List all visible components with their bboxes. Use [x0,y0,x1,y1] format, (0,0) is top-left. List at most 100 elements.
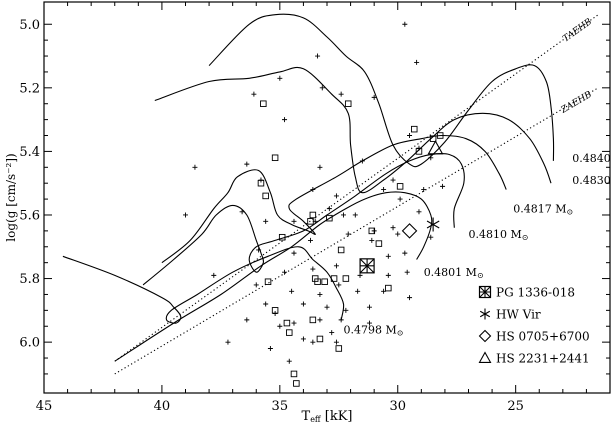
cross-point [385,272,391,278]
legend-marker-hw-vir [479,308,491,320]
cross-point [336,282,342,288]
square-point [271,154,279,162]
square-point [411,125,418,133]
square-point [307,218,314,225]
y-axis-label: log(g [cm/s⁻²]) [4,153,18,241]
square-point [385,284,392,292]
square-point [330,275,338,282]
cross-point [341,212,347,218]
legend-label-hs-0705-6700: HS 0705+6700 [496,330,590,344]
cross-point [244,317,250,323]
cross-point [359,158,365,164]
cross-point [263,218,269,224]
square-point [286,329,293,336]
star-pg-1336-018 [359,258,375,274]
square-point [342,275,350,282]
y-tick-label: 5.6 [19,208,40,223]
square-point [415,148,423,155]
cross-point [355,288,361,294]
cross-point [183,212,188,218]
track-1 [62,246,345,324]
square-point [264,278,272,285]
cross-point [239,209,245,215]
y-tick-label: 5.0 [19,18,40,33]
cross-point [407,133,413,139]
square-point [293,380,300,387]
cross-point [244,161,250,167]
cross-point [381,187,387,193]
y-tick-label: 5.8 [19,272,40,287]
square-point [375,240,383,247]
track-6 [208,13,555,168]
square-point [309,316,317,324]
cross-point [333,193,339,199]
cross-point [300,336,306,342]
square-point [337,246,345,254]
square-point [344,100,352,107]
legend-marker-hs-2231-2441 [478,351,492,363]
square-point [429,135,437,142]
cross-point [390,177,396,183]
square-point [335,345,343,352]
cross-point [428,234,434,240]
x-tick-label: 30 [389,399,406,414]
mass-label-1: 0.4840 M⊙ [572,152,612,166]
cross-point [317,317,323,323]
cross-point [385,253,391,259]
cross-point [300,301,306,307]
cross-point [326,206,332,212]
square-point [262,192,269,200]
y-tick-label: 5.4 [19,145,40,160]
cross-point [345,231,351,237]
cross-point [366,304,372,310]
track-5 [154,66,552,194]
cross-point [333,263,339,269]
x-tick-label: 25 [507,399,524,414]
cross-point [357,272,363,278]
cross-point [310,187,316,193]
cross-point [267,345,273,351]
cross-point [289,288,295,294]
cross-point [421,187,427,193]
cross-point [343,307,349,313]
cross-point [407,295,413,301]
cross-point [317,291,323,297]
cross-point [414,59,420,65]
cross-point [416,209,422,215]
square-point [314,278,321,285]
cross-point [369,237,375,243]
cross-point [440,183,446,189]
mass-label-5: 0.4801 M⊙ [424,266,484,280]
cross-point [317,164,323,170]
cross-point [402,21,408,27]
cross-point [324,304,330,310]
square-point [326,214,333,222]
cross-point [253,282,259,288]
cross-point [291,320,297,326]
cross-point [319,85,325,91]
square-point [257,179,265,187]
cross-point [291,250,297,256]
cross-point [277,323,283,329]
reference-line-taehb [114,14,599,362]
cross-point [402,250,408,256]
cross-point [256,247,262,253]
cross-point [338,317,344,323]
reference-line-zaehb [114,87,599,375]
cross-point [251,91,257,97]
cross-point [428,155,434,161]
mass-label-4: 0.4810 M⊙ [469,228,529,242]
square-point [271,307,279,314]
cross-point [310,339,316,345]
legend-marker-hs-0705-6700 [478,329,492,343]
cross-point [329,330,335,336]
cross-point [338,91,344,97]
star-hw-vir [426,217,440,232]
mass-label-6: 0.4798 M⊙ [344,323,404,337]
cross-point [315,53,321,59]
legend-marker-pg-1336-018 [479,286,491,298]
x-axis-label: Teff [kK] [302,409,353,424]
star-hs-0705-6700 [401,223,418,239]
cross-point [225,339,231,345]
